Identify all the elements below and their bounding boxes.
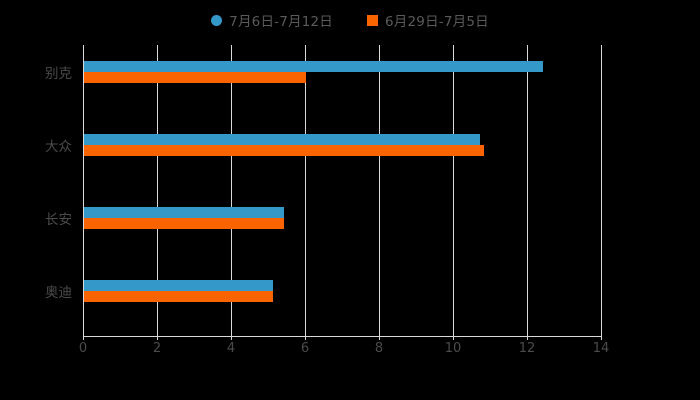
bar-长安-series-2[interactable]: [84, 217, 284, 229]
chart-legend: 7月6日-7月12日 6月29日-7月5日: [0, 10, 700, 30]
x-tick-label: 12: [518, 341, 536, 356]
x-tick-label: 10: [444, 341, 462, 356]
bar-长安-series-1[interactable]: [84, 206, 284, 218]
legend-label-series-b: 6月29日-7月5日: [385, 14, 489, 30]
bar-别克-series-2[interactable]: [84, 72, 306, 84]
tick-mark-x-10: [453, 336, 454, 340]
x-tick-label: 2: [152, 341, 162, 356]
y-category-label-长安: 长安: [45, 211, 72, 228]
tick-mark-x-4: [231, 336, 232, 340]
tick-mark-x-14: [601, 336, 602, 340]
plot-area: [83, 45, 602, 336]
gridline-x-14: [601, 45, 602, 336]
x-tick-label: 14: [592, 341, 610, 356]
gridline-x-8: [379, 45, 380, 336]
y-axis-line: [83, 45, 84, 336]
legend-label-series-a: 7月6日-7月12日: [229, 14, 333, 30]
tick-mark-x-0: [83, 336, 84, 340]
bar-大众-series-1[interactable]: [84, 134, 480, 146]
x-axis-line: [83, 336, 602, 337]
y-category-label-奥迪: 奥迪: [45, 284, 72, 301]
legend-circle-icon: [211, 14, 223, 26]
gridline-x-10: [453, 45, 454, 336]
legend-square-icon: [367, 14, 378, 26]
gridline-x-12: [527, 45, 528, 336]
legend-item-series-b[interactable]: 6月29日-7月5日: [367, 10, 489, 30]
gridline-x-6: [305, 45, 306, 336]
legend-item-series-a[interactable]: 7月6日-7月12日: [211, 10, 333, 30]
bar-奥迪-series-1[interactable]: [84, 279, 273, 291]
x-tick-label: 8: [374, 341, 384, 356]
gridline-x-4: [231, 45, 232, 336]
tick-mark-x-2: [157, 336, 158, 340]
bar-大众-series-2[interactable]: [84, 145, 484, 157]
y-category-label-大众: 大众: [45, 139, 72, 156]
bar-别克-series-1[interactable]: [84, 61, 543, 73]
x-tick-label: 6: [300, 341, 310, 356]
tick-mark-x-6: [305, 336, 306, 340]
gridline-x-2: [157, 45, 158, 336]
tick-mark-x-8: [379, 336, 380, 340]
tick-mark-x-12: [527, 336, 528, 340]
x-tick-label: 4: [226, 341, 236, 356]
x-tick-label: 0: [78, 341, 88, 356]
bar-奥迪-series-2[interactable]: [84, 290, 273, 302]
y-category-label-别克: 别克: [45, 66, 72, 83]
